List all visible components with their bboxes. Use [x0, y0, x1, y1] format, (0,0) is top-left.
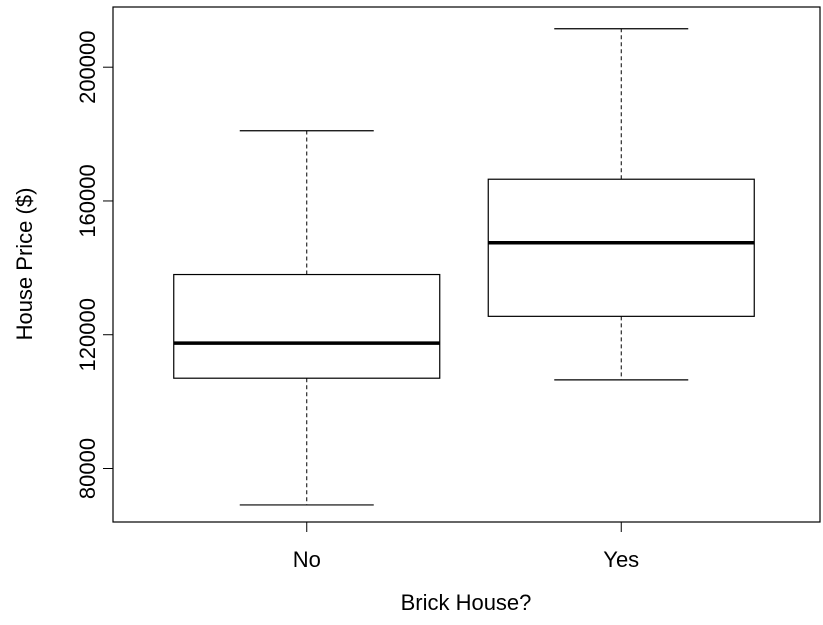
y-tick-label-160000: 160000 — [75, 164, 100, 237]
y-tick-label-120000: 120000 — [75, 298, 100, 371]
x-axis: No Yes — [293, 522, 639, 572]
x-tick-label-no: No — [293, 547, 321, 572]
box-yes — [487, 178, 755, 317]
y-tick-label-80000: 80000 — [75, 438, 100, 499]
plot-frame — [112, 6, 821, 523]
x-tick-label-yes: Yes — [603, 547, 639, 572]
y-axis-title: House Price ($) — [12, 188, 37, 341]
y-tick-label-200000: 200000 — [75, 30, 100, 103]
box-group — [173, 28, 755, 506]
y-axis: 80000 120000 160000 200000 — [75, 30, 113, 499]
x-axis-title: Brick House? — [401, 590, 532, 615]
box-no — [173, 273, 441, 379]
